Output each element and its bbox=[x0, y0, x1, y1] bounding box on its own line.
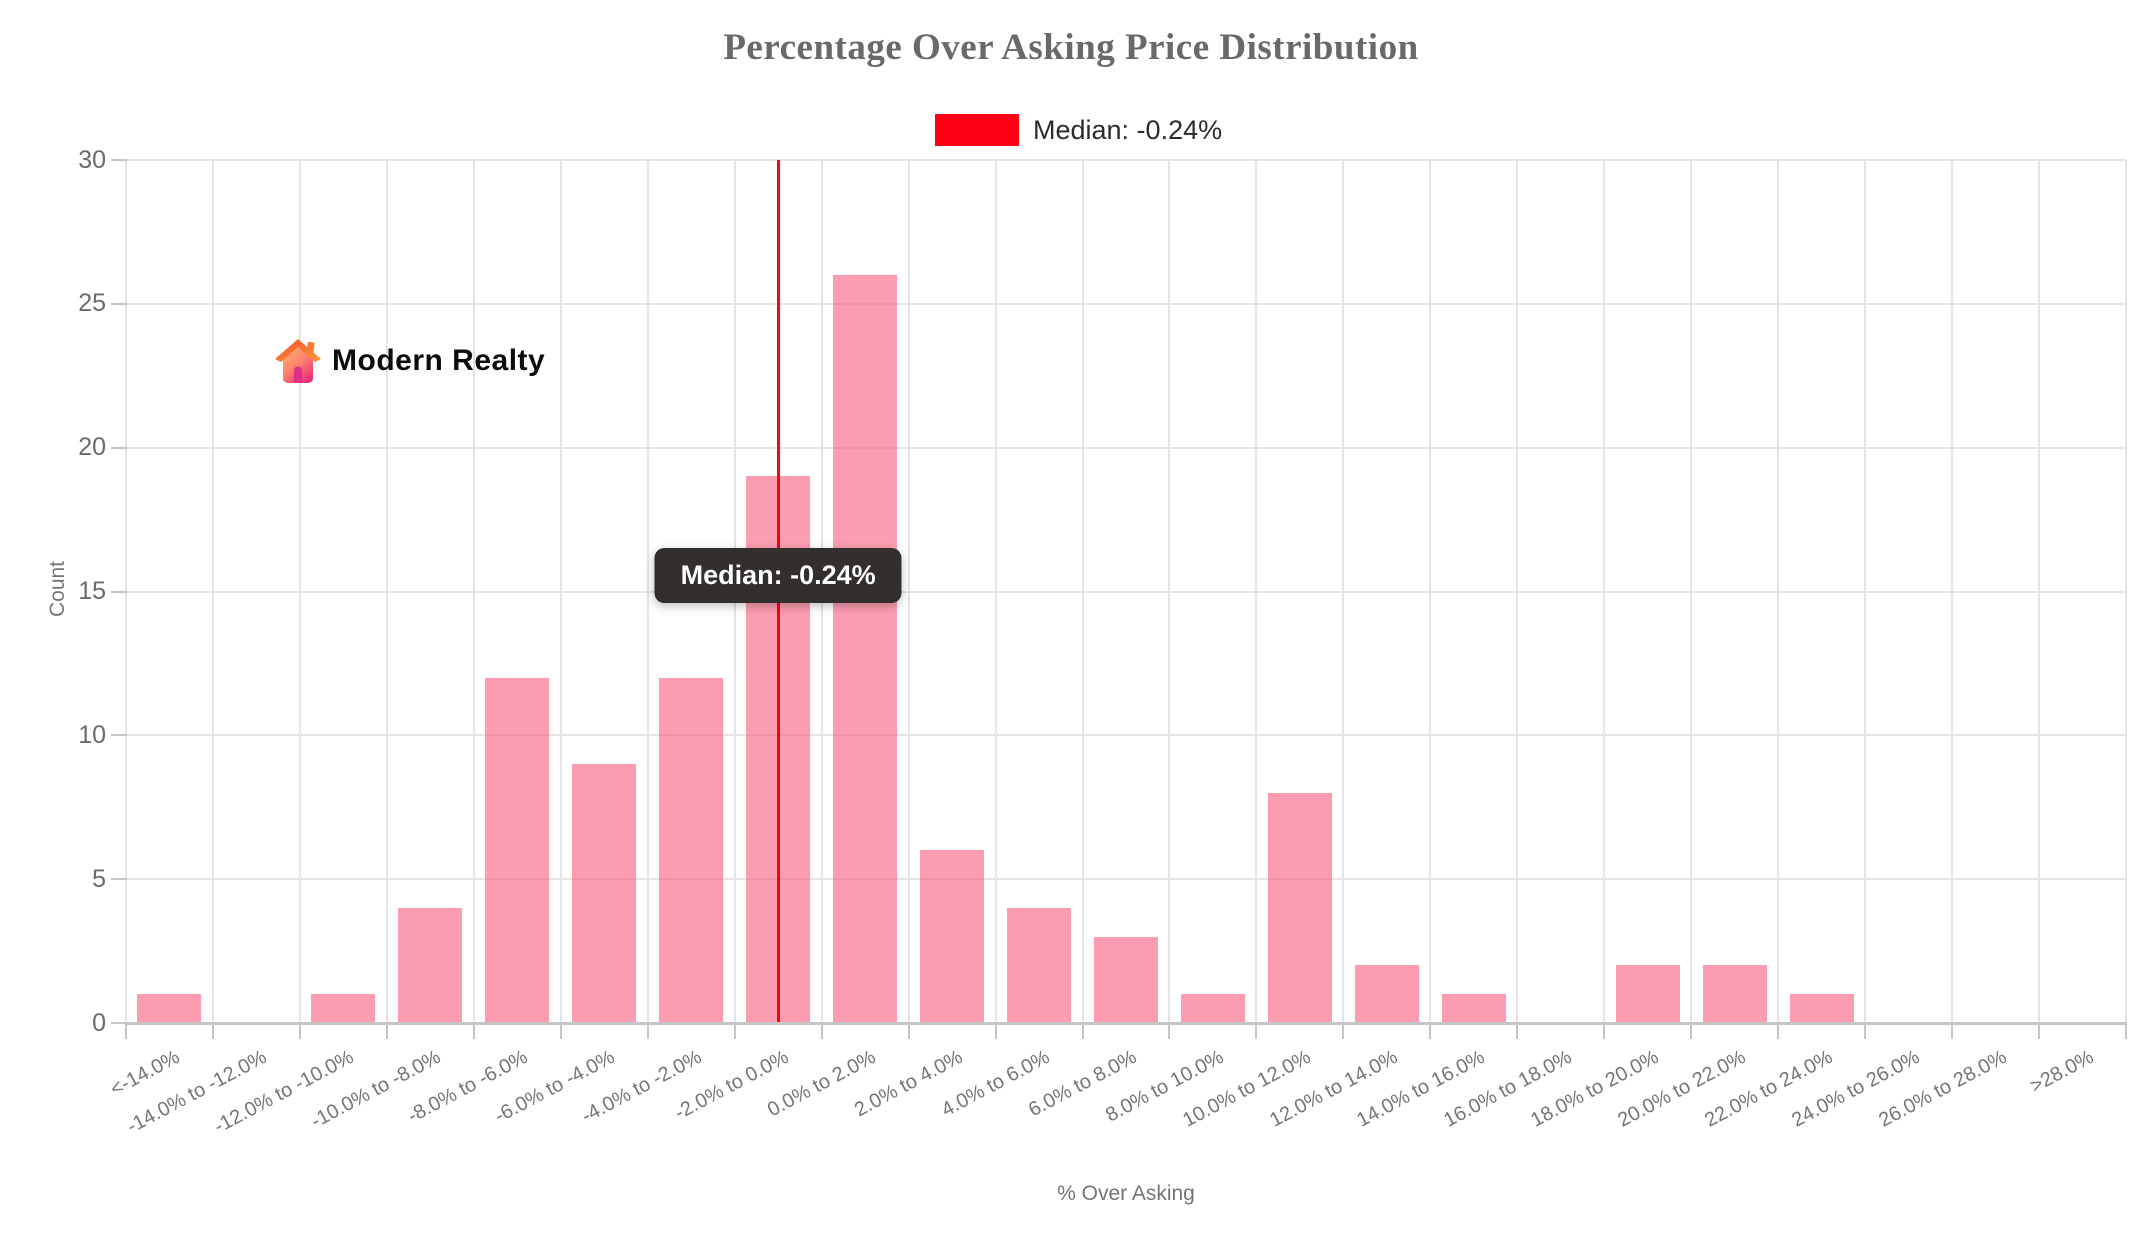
y-tick-mark bbox=[111, 878, 127, 881]
x-tick-mark bbox=[1603, 1023, 1606, 1039]
y-tick-label: 5 bbox=[92, 864, 106, 893]
vertical-gridline bbox=[2125, 160, 2127, 1023]
x-tick-mark bbox=[733, 1023, 736, 1039]
x-tick-mark bbox=[1864, 1023, 1867, 1039]
x-tick-mark bbox=[1081, 1023, 1084, 1039]
x-tick-mark bbox=[1255, 1023, 1258, 1039]
x-tick-mark bbox=[125, 1023, 127, 1039]
x-tick-mark bbox=[907, 1023, 910, 1039]
histogram-bar[interactable] bbox=[1702, 965, 1767, 1023]
plot-area: Modern Realty Median: -0.24% bbox=[125, 159, 2127, 1023]
x-tick-mark bbox=[2038, 1023, 2041, 1039]
x-tick-mark bbox=[211, 1023, 214, 1039]
legend-median-swatch bbox=[935, 114, 1019, 146]
x-tick-mark bbox=[1777, 1023, 1780, 1039]
histogram-bar[interactable] bbox=[1789, 994, 1854, 1023]
y-tick-label: 0 bbox=[92, 1008, 106, 1037]
x-tick-mark bbox=[298, 1023, 301, 1039]
brand-logo-text: Modern Realty bbox=[332, 344, 546, 377]
horizontal-gridline bbox=[126, 590, 2126, 593]
x-tick-mark bbox=[994, 1023, 997, 1039]
y-tick-mark bbox=[111, 734, 127, 737]
x-tick-mark bbox=[1342, 1023, 1345, 1039]
horizontal-gridline bbox=[126, 878, 2126, 881]
y-tick-mark bbox=[111, 590, 127, 593]
y-tick-mark bbox=[111, 446, 127, 449]
histogram-bar[interactable] bbox=[137, 994, 202, 1023]
y-tick-label: 20 bbox=[78, 433, 106, 462]
x-tick-mark bbox=[385, 1023, 388, 1039]
x-tick-mark bbox=[2125, 1023, 2127, 1039]
x-tick-mark bbox=[1516, 1023, 1519, 1039]
x-tick-mark bbox=[1690, 1023, 1693, 1039]
y-tick-label: 25 bbox=[78, 289, 106, 318]
histogram-bar[interactable] bbox=[1267, 792, 1332, 1023]
y-tick-mark bbox=[111, 159, 127, 161]
histogram-bar[interactable] bbox=[1007, 907, 1072, 1023]
histogram-bar[interactable] bbox=[398, 907, 463, 1023]
x-tick-label: >28.0% bbox=[2026, 1046, 2097, 1098]
x-tick-mark bbox=[1168, 1023, 1171, 1039]
horizontal-gridline bbox=[126, 159, 2126, 161]
histogram-bar[interactable] bbox=[659, 677, 724, 1023]
x-tick-mark bbox=[559, 1023, 562, 1039]
x-tick-mark bbox=[1429, 1023, 1432, 1039]
chart-title: Percentage Over Asking Price Distributio… bbox=[723, 27, 1419, 68]
y-tick-label: 10 bbox=[78, 720, 106, 749]
horizontal-gridline bbox=[126, 734, 2126, 737]
y-tick-label: 15 bbox=[78, 577, 106, 605]
histogram-bar[interactable] bbox=[1094, 936, 1158, 1023]
x-tick-mark bbox=[820, 1023, 823, 1039]
y-tick-mark bbox=[111, 1022, 127, 1024]
histogram-bar[interactable] bbox=[1180, 994, 1245, 1023]
x-axis-title: % Over Asking bbox=[1057, 1182, 1195, 1205]
median-tooltip: Median: -0.24% bbox=[654, 548, 902, 603]
x-tick-mark bbox=[1951, 1023, 1954, 1039]
histogram-bar[interactable] bbox=[1441, 994, 1506, 1023]
histogram-bar[interactable] bbox=[1615, 965, 1680, 1023]
horizontal-gridline bbox=[126, 446, 2126, 449]
x-tick-mark bbox=[472, 1023, 475, 1039]
legend-median-label: Median: -0.24% bbox=[1033, 114, 1223, 145]
histogram-bar[interactable] bbox=[311, 994, 376, 1023]
y-tick-mark bbox=[111, 302, 127, 305]
horizontal-gridline bbox=[126, 302, 2126, 305]
legend-item-median[interactable]: Median: -0.24% bbox=[935, 114, 1222, 146]
house-icon bbox=[274, 338, 322, 384]
brand-logo: Modern Realty bbox=[274, 338, 545, 384]
x-tick-mark bbox=[646, 1023, 649, 1039]
x-axis-line bbox=[126, 1022, 2127, 1025]
histogram-bar[interactable] bbox=[485, 677, 550, 1023]
histogram-bar[interactable] bbox=[833, 275, 898, 1023]
y-tick-label: 30 bbox=[78, 145, 106, 174]
histogram-bar[interactable] bbox=[1354, 965, 1419, 1023]
histogram-bar[interactable] bbox=[572, 764, 637, 1023]
histogram-bar[interactable] bbox=[920, 850, 985, 1023]
